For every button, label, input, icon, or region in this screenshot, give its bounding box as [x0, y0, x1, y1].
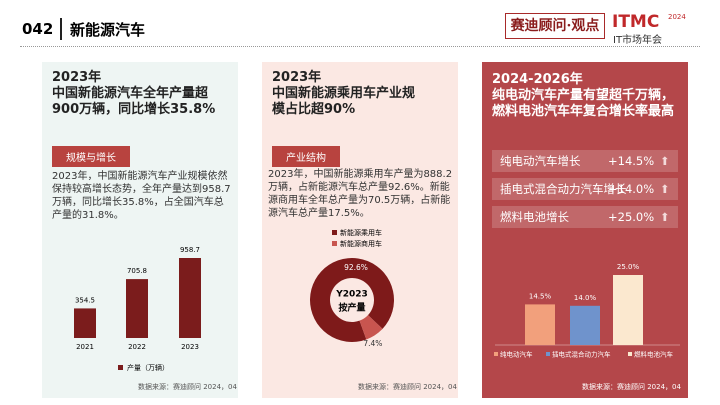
legend-label: 产量（万辆）	[127, 363, 169, 372]
title-line: 中国新能源汽车全年产量超	[52, 86, 209, 101]
value-label: 14.5%	[529, 292, 552, 300]
item-label: 插电式混合动力汽车增长	[500, 182, 627, 196]
item-value: +25.0%	[608, 210, 655, 224]
panel-body: 2023年，中国新能源汽车产业规模依然保持较高增长态势，全年产量达到958.7万…	[52, 171, 231, 221]
logo-sub: IT市场年会	[613, 35, 663, 46]
item-value: +14.5%	[608, 154, 655, 168]
donut-slice	[310, 258, 394, 343]
item-label: 燃料电池增长	[500, 210, 569, 224]
legend-label: 新能源乘用车	[340, 228, 382, 237]
divider	[60, 18, 62, 40]
title-line: 中国新能源乘用车产业规	[272, 86, 416, 101]
title-line: 燃料电池汽车年复合增长率最高	[492, 104, 675, 119]
bar	[570, 305, 600, 345]
value-label: 92.6%	[344, 263, 368, 272]
x-tick-label: 2022	[128, 343, 146, 351]
panel-tag: 规模与增长	[52, 146, 130, 167]
growth-item: 纯电动汽车增长 +14.5% ⬆	[492, 150, 678, 172]
legend-label: 新能源商用车	[340, 239, 382, 248]
x-tick-label: 2021	[76, 343, 94, 351]
title-line: 2023年	[272, 70, 322, 85]
title-line: 模占比超90%	[272, 102, 356, 117]
panel-title: 2024-2026年 纯电动汽车产量有望超千万辆， 燃料电池汽车年复合增长率最高	[492, 72, 674, 120]
value-label: 25.0%	[617, 263, 640, 271]
header-rule	[20, 46, 700, 47]
title-line: 纯电动汽车产量有望超千万辆，	[492, 88, 675, 103]
donut-slice	[359, 315, 383, 340]
logo: ITMC	[612, 12, 660, 32]
panel-body: 2023年，中国新能源乘用车产量为888.2万辆，占新能源汽车总产量92.6%。…	[268, 169, 453, 219]
legend-swatch	[494, 352, 498, 356]
growth-item: 燃料电池增长 +25.0% ⬆	[492, 206, 678, 228]
arrow-icon: ⬆	[660, 154, 670, 168]
legend-swatch	[546, 352, 550, 356]
source: 数据来源：赛迪顾问 2024，04	[582, 383, 681, 391]
panel-title: 2023年 中国新能源乘用车产业规 模占比超90%	[272, 70, 415, 118]
panel-title: 2023年 中国新能源汽车全年产量超 900万辆，同比增长35.8%	[52, 70, 215, 118]
panel-tag: 产业结构	[272, 146, 340, 167]
legend-label: 插电式混合动力汽车	[552, 350, 611, 359]
arrow-icon: ⬆	[660, 210, 670, 224]
legend-label: 纯电动汽车	[500, 350, 533, 359]
bar	[613, 275, 643, 345]
legend-swatch	[332, 241, 337, 246]
title-line: 2024-2026年	[492, 72, 583, 87]
growth-item: 插电式混合动力汽车增长 +14.0% ⬆	[492, 178, 678, 200]
panel	[262, 62, 458, 398]
logo-year: 2024	[668, 13, 686, 21]
bar	[74, 308, 96, 338]
source: 数据来源：赛迪顾问 2024，04	[138, 383, 237, 391]
bar	[179, 258, 201, 338]
value-label: 14.0%	[574, 294, 597, 302]
legend-swatch	[332, 230, 337, 235]
arrow-icon: ⬆	[660, 182, 670, 196]
center-text: Y2023	[335, 290, 368, 300]
value-label: 958.7	[180, 246, 200, 254]
center-text: 按产量	[338, 302, 365, 314]
value-label: 7.4%	[363, 339, 382, 348]
page-title: 新能源汽车	[70, 21, 146, 39]
legend-swatch	[628, 352, 632, 356]
title-line: 2023年	[52, 70, 102, 85]
value-label: 705.8	[127, 267, 147, 275]
panel	[42, 62, 238, 398]
title-line: 900万辆，同比增长35.8%	[52, 102, 216, 117]
item-label: 纯电动汽车增长	[500, 154, 581, 168]
bar	[525, 304, 555, 345]
value-label: 354.5	[75, 296, 95, 304]
page-number: 042	[22, 20, 54, 38]
bar	[126, 279, 148, 338]
source: 数据来源：赛迪顾问 2024，04	[358, 383, 457, 391]
brand: 赛迪顾问·观点	[505, 13, 605, 39]
legend-swatch	[118, 365, 123, 370]
item-value: +14.0%	[608, 182, 655, 196]
legend-label: 燃料电池汽车	[634, 350, 674, 359]
x-tick-label: 2023	[181, 343, 199, 351]
